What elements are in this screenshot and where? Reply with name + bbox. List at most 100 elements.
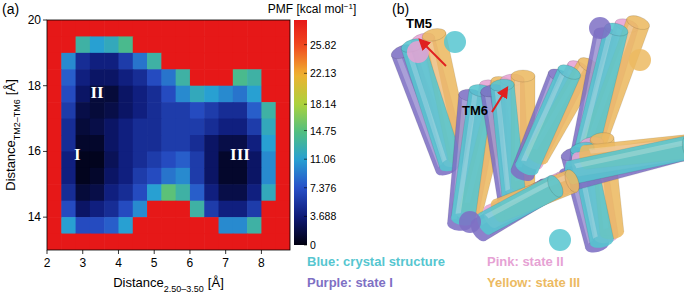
x-tick-label: 6 bbox=[187, 256, 194, 270]
heatmap-cell bbox=[76, 102, 91, 119]
heatmap-cell bbox=[76, 184, 91, 201]
colorbar-title: PMF [kcal mol−1] bbox=[268, 2, 356, 17]
heatmap-cell bbox=[118, 151, 133, 168]
x-label-sub: 2.50–3.50 bbox=[164, 284, 204, 294]
heatmap-cell bbox=[118, 201, 133, 218]
heatmap-cell bbox=[90, 184, 105, 201]
heatmap-cell bbox=[161, 168, 176, 185]
panel-label: (a) bbox=[2, 1, 19, 17]
colorbar-tick bbox=[304, 73, 307, 74]
y-label-unit: [Å] bbox=[3, 79, 18, 95]
cylinder-highlight bbox=[494, 86, 510, 196]
helix-label: TM6 bbox=[462, 103, 488, 118]
heatmap-cell bbox=[247, 217, 262, 234]
page: {"chart_data": { "type": "heatmap", "tit… bbox=[0, 0, 684, 295]
heatmap-cell bbox=[161, 86, 176, 103]
colorbar-tick-label: 22.13 bbox=[310, 67, 336, 79]
x-tick bbox=[225, 250, 226, 254]
colorbar-tick-label: 3.688 bbox=[310, 210, 336, 222]
cylinder-end bbox=[513, 158, 540, 179]
x-tick bbox=[154, 250, 155, 254]
heatmap-cell bbox=[247, 234, 262, 250]
heatmap-cell bbox=[76, 69, 91, 86]
heatmap-cell bbox=[133, 69, 148, 86]
y-label-main: Distance bbox=[3, 140, 18, 191]
heatmap-cell bbox=[133, 168, 148, 185]
heatmap-cell bbox=[90, 20, 105, 37]
heatmap-cell bbox=[61, 119, 76, 136]
heatmap-cell bbox=[233, 53, 248, 70]
heatmap-cell bbox=[133, 119, 148, 136]
heatmap-cell bbox=[190, 201, 205, 218]
heatmap-cell bbox=[47, 36, 62, 53]
heatmap-cell bbox=[133, 53, 148, 70]
cylinder-cap bbox=[511, 70, 535, 82]
heatmap-cell bbox=[233, 69, 248, 86]
heatmap-cell bbox=[176, 20, 191, 37]
heatmap-cell bbox=[247, 184, 262, 201]
heatmap-cells bbox=[47, 20, 290, 250]
heatmap-cell bbox=[47, 86, 62, 103]
heatmap-cell bbox=[118, 119, 133, 136]
heatmap-cell bbox=[90, 36, 105, 53]
heatmap-cell bbox=[133, 135, 148, 152]
heatmap-cell bbox=[61, 102, 76, 119]
heatmap-cell bbox=[76, 53, 91, 70]
heatmap-cell bbox=[133, 102, 148, 119]
heatmap-cell bbox=[61, 217, 76, 234]
heatmap-cell bbox=[233, 234, 248, 250]
heatmap-cell bbox=[204, 217, 219, 234]
heatmap-cell bbox=[76, 86, 91, 103]
heatmap-cell bbox=[233, 217, 248, 234]
heatmap-cell bbox=[204, 20, 219, 37]
heatmap-cell bbox=[61, 201, 76, 218]
heatmap-cell bbox=[247, 119, 262, 136]
heatmap-cell bbox=[47, 102, 62, 119]
heatmap-cell bbox=[176, 217, 191, 234]
heatmap-cell bbox=[104, 53, 119, 70]
heatmap-cell bbox=[176, 234, 191, 250]
y-tick bbox=[43, 151, 47, 152]
y-tick-label: 20 bbox=[28, 13, 42, 27]
cylinder-cap bbox=[490, 78, 515, 92]
y-tick bbox=[43, 20, 47, 21]
heatmap-cell bbox=[204, 69, 219, 86]
x-label-main: Distance bbox=[113, 275, 164, 290]
heatmap-cell bbox=[190, 53, 205, 70]
heatmap-cell bbox=[147, 151, 162, 168]
heatmap-cell bbox=[104, 36, 119, 53]
heatmap-cell bbox=[133, 201, 148, 218]
heatmap-cell bbox=[104, 86, 119, 103]
state-annotation: III bbox=[230, 145, 250, 164]
heatmap-cell bbox=[147, 69, 162, 86]
heatmap-cell bbox=[204, 135, 219, 152]
heatmap-cell bbox=[76, 119, 91, 136]
heatmap-cell bbox=[61, 86, 76, 103]
x-tick-label: 4 bbox=[115, 256, 122, 270]
heatmap-cell bbox=[247, 86, 262, 103]
colorbar-tick-label: 7.376 bbox=[310, 182, 336, 194]
heatmap-cell bbox=[147, 36, 162, 53]
helix-bundle bbox=[389, 13, 684, 255]
heatmap-cell bbox=[233, 119, 248, 136]
helix-cylinder bbox=[563, 135, 684, 186]
heatmap-cell bbox=[161, 53, 176, 70]
heatmap-cell bbox=[247, 168, 262, 185]
heatmap-cell bbox=[104, 201, 119, 218]
cylinder-cap bbox=[556, 62, 583, 83]
loop-knob bbox=[549, 229, 571, 251]
heatmap-cell bbox=[276, 53, 290, 70]
heatmap-cell bbox=[261, 69, 276, 86]
heatmap-cell bbox=[204, 184, 219, 201]
cylinder-highlight bbox=[481, 179, 554, 221]
panel-label: (b) bbox=[392, 1, 409, 17]
state-annotation: II bbox=[90, 83, 104, 102]
cylinder-end bbox=[589, 233, 615, 250]
heatmap-cell bbox=[276, 36, 290, 53]
heatmap-cell bbox=[76, 168, 91, 185]
heatmap-cell bbox=[276, 119, 290, 136]
y-tick bbox=[43, 85, 47, 86]
heatmap-cell bbox=[104, 184, 119, 201]
heatmap-cell bbox=[133, 36, 148, 53]
heatmap-cell bbox=[47, 20, 62, 37]
